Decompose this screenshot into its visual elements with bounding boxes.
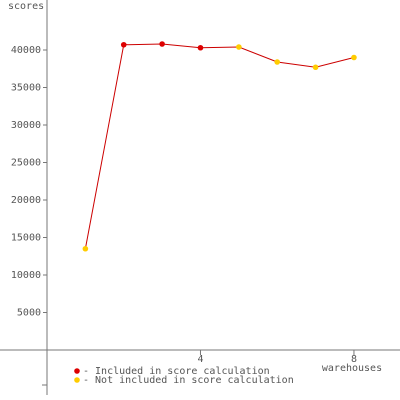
data-point (312, 64, 319, 71)
y-axis-label: scores (8, 1, 44, 12)
y-tick-label: 20000 (11, 195, 41, 206)
data-point (159, 41, 165, 47)
data-point (120, 41, 127, 48)
y-tick-label: 25000 (11, 158, 41, 169)
y-tick-label: 15000 (11, 233, 41, 244)
data-point (82, 245, 89, 252)
data-point (274, 59, 281, 65)
data-point (236, 44, 242, 50)
data-point (197, 44, 204, 51)
legend-label: - Not included in score calculation (83, 375, 294, 386)
legend-marker (74, 377, 80, 383)
legend-marker (74, 368, 80, 374)
x-tick-label: 4 (197, 354, 203, 365)
data-point (351, 54, 357, 61)
y-tick-label: 35000 (11, 83, 41, 94)
y-tick-label: 30000 (11, 120, 41, 131)
series-line (84, 43, 355, 249)
legend-label: - Included in score calculation (83, 366, 270, 377)
y-tick-label: 40000 (11, 45, 41, 56)
x-tick-label: 8 (351, 354, 357, 365)
y-tick-label: 10000 (11, 270, 41, 281)
x-axis-label: warehouses (322, 363, 382, 374)
y-tick-label: 5000 (17, 308, 41, 319)
